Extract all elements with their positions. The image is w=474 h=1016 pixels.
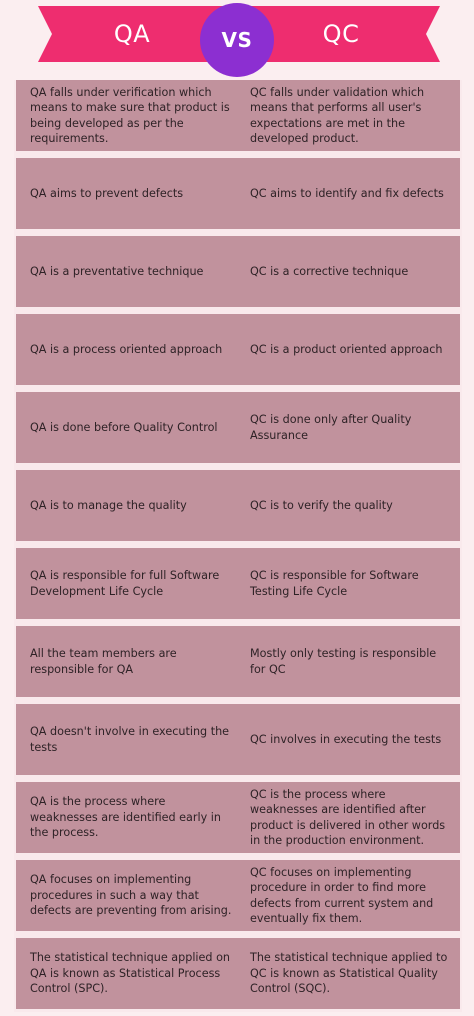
qa-cell: All the team members are responsible for… xyxy=(16,626,238,697)
table-row: QA is the process where weaknesses are i… xyxy=(14,782,462,853)
qc-text: Mostly only testing is responsible for Q… xyxy=(250,647,437,676)
qa-header-label: QA xyxy=(113,20,151,48)
qc-text: QC is the process where weaknesses are i… xyxy=(250,787,446,848)
qa-text: QA is the process where weaknesses are i… xyxy=(30,795,222,840)
qa-cell: QA is to manage the quality xyxy=(16,470,238,541)
qa-text: The statistical technique applied on QA … xyxy=(30,951,231,996)
qc-cell: QC is responsible for Software Testing L… xyxy=(238,548,460,619)
vs-badge: VS xyxy=(200,3,274,77)
table-row: All the team members are responsible for… xyxy=(14,626,462,697)
qa-cell: The statistical technique applied on QA … xyxy=(16,938,238,1009)
qc-cell: The statistical technique applied to QC … xyxy=(238,938,460,1009)
table-row: QA doesn't involve in executing the test… xyxy=(14,704,462,775)
qc-cell: QC is a product oriented approach xyxy=(238,314,460,385)
qa-text: QA is done before Quality Control xyxy=(30,420,218,434)
qa-cell: QA aims to prevent defects xyxy=(16,158,238,229)
qc-text: QC is done only after Quality Assurance xyxy=(250,413,412,442)
qc-cell: QC involves in executing the tests xyxy=(238,704,460,775)
qc-text: QC is to verify the quality xyxy=(250,498,393,512)
table-row: The statistical technique applied on QA … xyxy=(14,938,462,1009)
qa-cell: QA is the process where weaknesses are i… xyxy=(16,782,238,853)
qc-text: QC aims to identify and fix defects xyxy=(250,186,444,200)
header-banner: QA QC VS xyxy=(0,0,474,78)
qc-text: QC focuses on implementing procedure in … xyxy=(250,865,434,926)
qc-text: QC is a product oriented approach xyxy=(250,342,443,356)
qa-text: QA is a preventative technique xyxy=(30,264,204,278)
qc-cell: QC is a corrective technique xyxy=(238,236,460,307)
table-row: QA is a preventative technique QC is a c… xyxy=(14,236,462,307)
qc-cell: QC is the process where weaknesses are i… xyxy=(238,782,460,853)
qc-cell: QC is to verify the quality xyxy=(238,470,460,541)
table-row: QA focuses on implementing procedures in… xyxy=(14,860,462,931)
qc-text: QC is responsible for Software Testing L… xyxy=(250,569,419,598)
qa-text: QA doesn't involve in executing the test… xyxy=(30,725,230,754)
qc-cell: QC is done only after Quality Assurance xyxy=(238,392,460,463)
qa-text: QA focuses on implementing procedures in… xyxy=(30,873,232,918)
table-row: QA falls under verification which means … xyxy=(14,80,462,151)
qc-text: QC is a corrective technique xyxy=(250,264,409,278)
qc-cell: QC falls under validation which means th… xyxy=(238,80,460,151)
qa-cell: QA falls under verification which means … xyxy=(16,80,238,151)
table-row: QA is a process oriented approach QC is … xyxy=(14,314,462,385)
qa-cell: QA is responsible for full Software Deve… xyxy=(16,548,238,619)
table-row: QA aims to prevent defects QC aims to id… xyxy=(14,158,462,229)
qa-text: QA is responsible for full Software Deve… xyxy=(30,569,220,598)
qa-text: All the team members are responsible for… xyxy=(30,647,177,676)
comparison-table: QA falls under verification which means … xyxy=(14,80,462,1012)
table-row: QA is to manage the quality QC is to ver… xyxy=(14,470,462,541)
qc-text: QC falls under validation which means th… xyxy=(250,85,425,146)
qa-text: QA is to manage the quality xyxy=(30,498,187,512)
table-row: QA is responsible for full Software Deve… xyxy=(14,548,462,619)
qc-cell: Mostly only testing is responsible for Q… xyxy=(238,626,460,697)
qa-cell: QA focuses on implementing procedures in… xyxy=(16,860,238,931)
qc-text: The statistical technique applied to QC … xyxy=(250,951,448,996)
qa-text: QA aims to prevent defects xyxy=(30,186,184,200)
qc-cell: QC focuses on implementing procedure in … xyxy=(238,860,460,931)
qa-cell: QA doesn't involve in executing the test… xyxy=(16,704,238,775)
qa-cell: QA is a preventative technique xyxy=(16,236,238,307)
table-row: QA is done before Quality Control QC is … xyxy=(14,392,462,463)
qc-cell: QC aims to identify and fix defects xyxy=(238,158,460,229)
qa-text: QA is a process oriented approach xyxy=(30,342,223,356)
qc-header-label: QC xyxy=(322,20,360,48)
qa-text: QA falls under verification which means … xyxy=(30,85,230,146)
qa-cell: QA is a process oriented approach xyxy=(16,314,238,385)
qc-text: QC involves in executing the tests xyxy=(250,732,442,746)
qa-cell: QA is done before Quality Control xyxy=(16,392,238,463)
